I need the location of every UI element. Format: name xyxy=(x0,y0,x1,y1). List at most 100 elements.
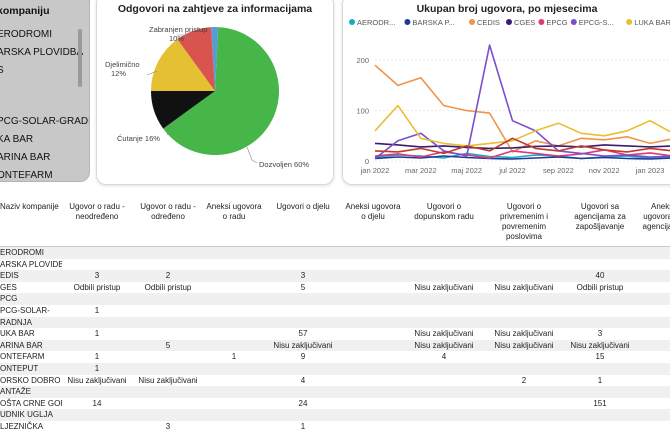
col-header-service[interactable]: Ugovori o djelu xyxy=(264,194,342,247)
slicer-item[interactable]: ONTEFARM xyxy=(0,170,53,181)
table-cell xyxy=(132,386,204,398)
table-cell xyxy=(404,316,484,329)
series-line[interactable] xyxy=(374,155,670,160)
series-line[interactable] xyxy=(374,104,670,147)
table-cell: 4 xyxy=(264,374,342,387)
table-cell xyxy=(204,397,264,410)
col-header-supplementary[interactable]: Ugovori o dopunskom radu xyxy=(404,194,484,247)
table-cell xyxy=(342,409,404,421)
table-cell xyxy=(204,293,264,305)
table-row[interactable]: PCG xyxy=(0,293,670,305)
table-row[interactable]: RADNJA xyxy=(0,316,670,329)
table-row[interactable]: UDNIK UGLJA xyxy=(0,409,670,421)
slicer-item[interactable]: ARINA BAR xyxy=(0,152,51,163)
x-tick-label: nov 2022 xyxy=(589,166,620,175)
legend-label[interactable]: CEDIS xyxy=(477,18,500,27)
legend-marker[interactable] xyxy=(404,19,411,25)
table-cell xyxy=(564,409,636,421)
col-header-permanent[interactable]: Ugovor o radu - neodređeno xyxy=(62,194,132,247)
company-name-cell: PCG xyxy=(0,293,62,305)
y-tick-label: 0 xyxy=(365,157,369,166)
table-row[interactable]: ORSKO DOBRO Nisu zaključivani Nisu zaključ… xyxy=(0,374,670,387)
table-row[interactable]: ERODROMI xyxy=(0,246,670,259)
table-row[interactable]: ARINA BAR 5 Nisu zaključivani Nisu zaključi… xyxy=(0,339,670,352)
line-chart[interactable]: AERODR... BARSKA P... CEDIS CGES EPCG EPCG-S.… xyxy=(343,0,670,185)
col-header-agency[interactable]: Ugovori sa agencijama za zapošljavanje xyxy=(564,194,636,247)
col-header-temporary[interactable]: Ugovori o privremenim i povremenim poslo… xyxy=(484,194,564,247)
x-tick-label: jul 2022 xyxy=(498,166,525,175)
table-cell: 1 xyxy=(564,374,636,387)
pie-slice-other[interactable] xyxy=(211,26,219,91)
table-cell xyxy=(62,316,132,329)
series-line[interactable] xyxy=(374,137,670,155)
table-row[interactable]: ONTEPUT 1 xyxy=(0,362,670,375)
legend-marker[interactable] xyxy=(538,19,545,25)
table-cell xyxy=(564,362,636,375)
slicer-item[interactable]: KA BAR xyxy=(0,134,34,145)
table-cell xyxy=(132,304,204,317)
table-row[interactable]: ARSKA PLOVIDBA xyxy=(0,258,670,271)
pie-slice-dozvoljen[interactable] xyxy=(163,27,280,156)
col-header-annex-service[interactable]: Aneksi ugovora o djelu xyxy=(342,194,404,247)
series-line[interactable] xyxy=(374,149,670,159)
table-cell xyxy=(264,304,342,317)
series-line[interactable] xyxy=(374,44,670,160)
col-header-fixed-term[interactable]: Ugovor o radu - određeno xyxy=(132,194,204,247)
col-header-company[interactable]: Naziv kompanije xyxy=(0,194,62,247)
table-cell xyxy=(564,293,636,305)
legend-label[interactable]: CGES xyxy=(514,18,535,27)
legend-marker[interactable] xyxy=(506,19,512,25)
table-cell xyxy=(636,328,670,340)
slicer-item[interactable]: S xyxy=(0,65,4,76)
pie-slice-djelimicno[interactable] xyxy=(151,39,215,91)
legend-label[interactable]: LUKA BAR xyxy=(634,18,670,27)
table-row[interactable]: ONTEFARM 1 1 9 4 15 xyxy=(0,351,670,363)
line-chart-card: Ukupan broj ugovora, po mjesecima AERODR… xyxy=(342,0,670,185)
table-cell: Nisu zaključivani xyxy=(132,374,204,387)
legend-marker[interactable] xyxy=(626,19,633,25)
company-name-cell: PCG-SOLAR- xyxy=(0,304,62,317)
legend-label[interactable]: AERODR... xyxy=(357,18,395,27)
legend-marker[interactable] xyxy=(570,19,577,25)
table-cell xyxy=(62,339,132,352)
slicer-item[interactable]: PCG-SOLAR-GRADNJA xyxy=(0,116,89,127)
table-cell: Nisu zaključivani xyxy=(404,339,484,352)
table-row[interactable]: ANTAŽE xyxy=(0,386,670,398)
legend-label[interactable]: BARSKA P... xyxy=(412,18,454,27)
table-row[interactable]: OŠTA CRNE GORE14 24 151 xyxy=(0,397,670,410)
company-name-cell: ERODROMI xyxy=(0,246,62,259)
legend-marker[interactable] xyxy=(349,19,355,25)
table-row[interactable]: GES Odbili pristup Odbili pristup 5 Nisu zak… xyxy=(0,281,670,294)
table-cell: Nisu zaključivani xyxy=(484,328,564,340)
table-row[interactable]: PCG-SOLAR- 1 xyxy=(0,304,670,317)
table-row[interactable]: UKA BAR 1 57 Nisu zaključivani Nisu zaključi… xyxy=(0,328,670,340)
series-line[interactable] xyxy=(374,142,670,150)
col-header-annex-agency[interactable]: Aneksi ugovora sa agencijama xyxy=(636,194,670,247)
slicer-scrollbar[interactable] xyxy=(78,29,82,87)
slicer-item[interactable]: ARSKA PLOVIDBA xyxy=(0,47,84,58)
table-cell xyxy=(342,420,404,433)
legend-label[interactable]: EPCG-S... xyxy=(579,18,614,27)
table-row[interactable]: EDIS 3 2 3 40 xyxy=(0,270,670,282)
table-row[interactable]: LJEZNIČKA 3 1 xyxy=(0,420,670,433)
series-line[interactable] xyxy=(374,64,670,153)
table-cell xyxy=(204,270,264,282)
table-cell xyxy=(404,420,484,433)
table-cell: 4 xyxy=(404,351,484,363)
legend-marker[interactable] xyxy=(469,19,475,25)
table-cell xyxy=(636,339,670,352)
legend-label[interactable]: EPCG xyxy=(546,18,567,27)
pie-slice-zabranjen[interactable] xyxy=(177,27,215,91)
company-slicer[interactable]: kompaniju ERODROMI ARSKA PLOVIDBA S PCG-… xyxy=(0,0,90,182)
table-cell xyxy=(564,258,636,271)
leader-line xyxy=(177,34,193,40)
pie-chart[interactable]: Zabranjen pristup 10% Djelimično 12% Ćut… xyxy=(97,0,334,185)
contracts-table[interactable]: Naziv kompanije Ugovor o radu - neodređe… xyxy=(0,194,670,433)
col-header-annex-work[interactable]: Aneksi ugovora o radu xyxy=(204,194,264,247)
pie-slice-cutanje[interactable] xyxy=(151,91,215,129)
slicer-item[interactable]: ERODROMI xyxy=(0,29,52,40)
table-cell xyxy=(404,362,484,375)
table-cell: Nisu zaključivani xyxy=(484,281,564,294)
table-cell xyxy=(636,270,670,282)
table-cell xyxy=(204,374,264,387)
